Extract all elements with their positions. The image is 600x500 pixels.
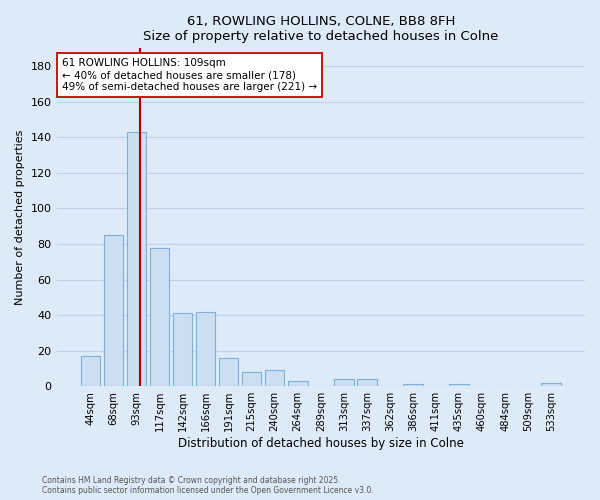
Bar [334, 379, 353, 386]
Text: Contains HM Land Registry data © Crown copyright and database right 2025.
Contai: Contains HM Land Registry data © Crown c… [42, 476, 374, 495]
Bar [357, 379, 377, 386]
Bar [173, 314, 193, 386]
X-axis label: Distribution of detached houses by size in Colne: Distribution of detached houses by size … [178, 437, 464, 450]
Bar [127, 132, 146, 386]
Bar [265, 370, 284, 386]
Bar [242, 372, 262, 386]
Bar [104, 235, 123, 386]
Bar [219, 358, 238, 386]
Bar [449, 384, 469, 386]
Y-axis label: Number of detached properties: Number of detached properties [15, 130, 25, 305]
Title: 61, ROWLING HOLLINS, COLNE, BB8 8FH
Size of property relative to detached houses: 61, ROWLING HOLLINS, COLNE, BB8 8FH Size… [143, 15, 499, 43]
Bar [80, 356, 100, 386]
Bar [196, 312, 215, 386]
Bar [149, 248, 169, 386]
Bar [288, 381, 308, 386]
Text: 61 ROWLING HOLLINS: 109sqm
← 40% of detached houses are smaller (178)
49% of sem: 61 ROWLING HOLLINS: 109sqm ← 40% of deta… [62, 58, 317, 92]
Bar [403, 384, 423, 386]
Bar [541, 382, 561, 386]
